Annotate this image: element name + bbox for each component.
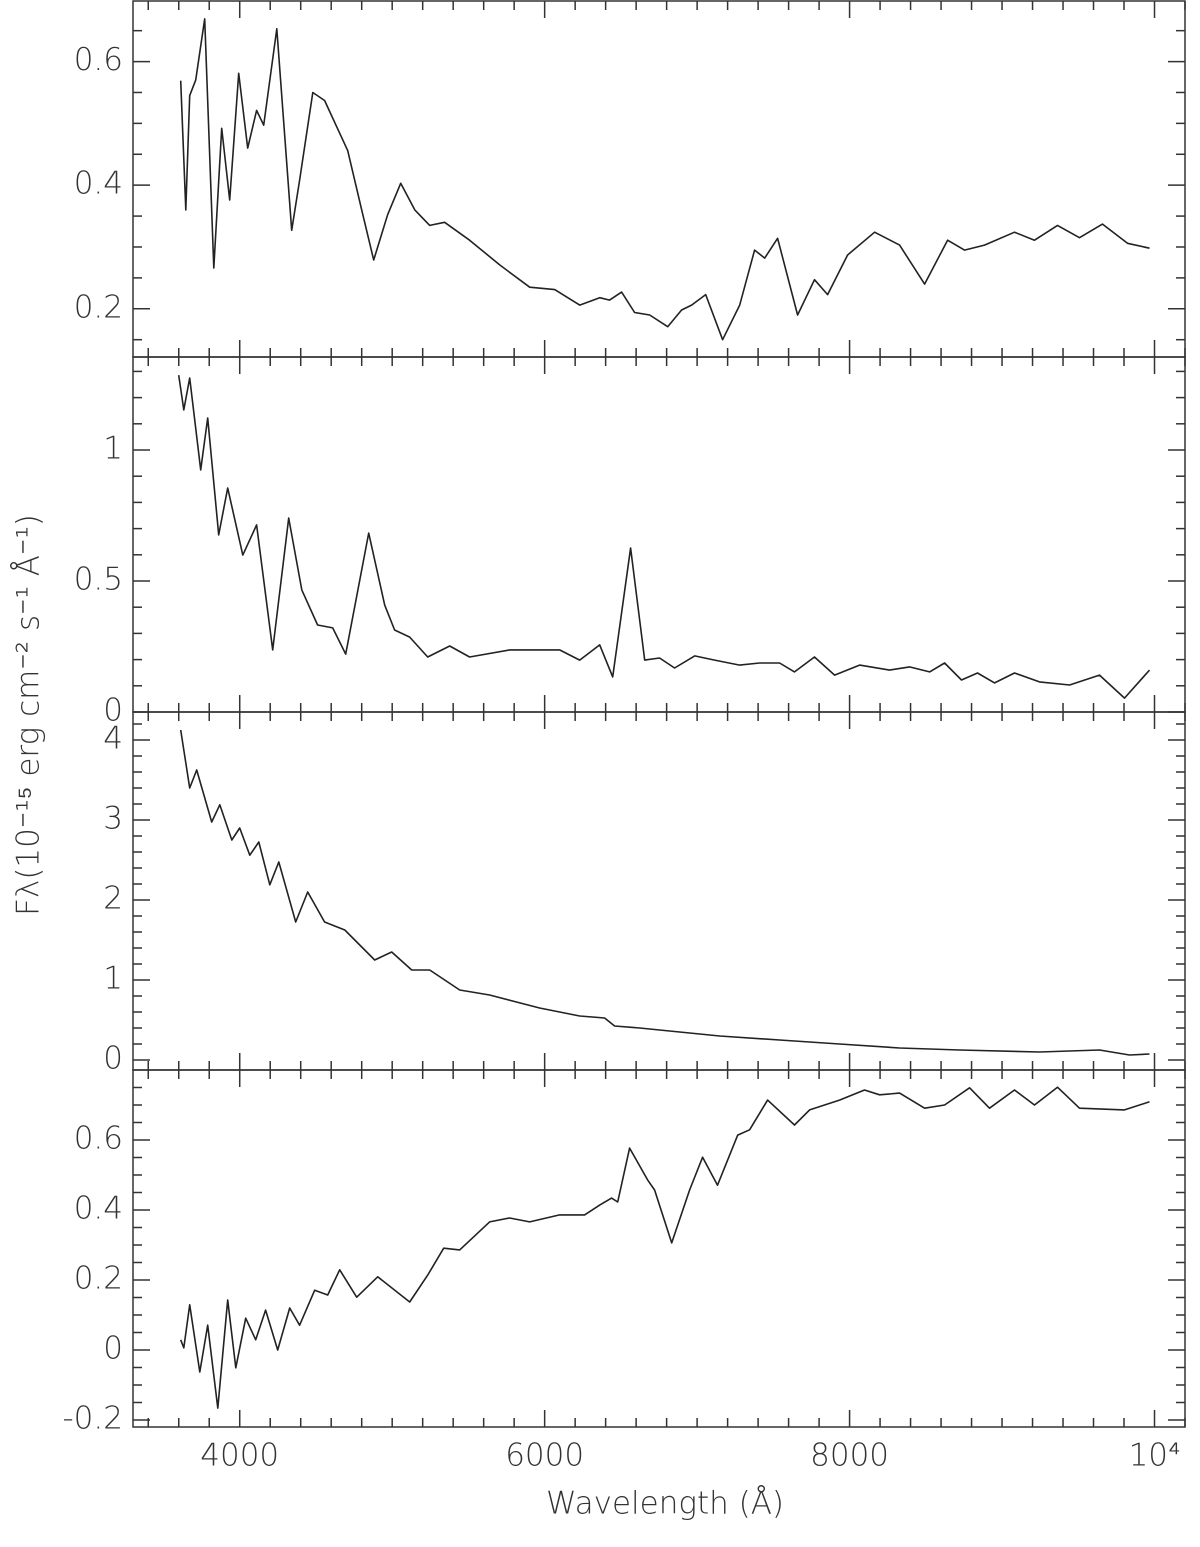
spectrum-line <box>179 729 1150 1056</box>
y-tick-label: 4 <box>103 721 123 757</box>
y-tick-label: 0.2 <box>74 1261 123 1297</box>
y-tick-label: 1 <box>103 961 123 997</box>
y-axis-label: Fλ(10⁻¹⁵ erg cm⁻² s⁻¹ Å⁻¹) <box>10 514 47 916</box>
y-tick-label: 0 <box>103 1041 123 1077</box>
y-tick-label: 0 <box>103 693 123 729</box>
y-tick-label: 2 <box>103 881 123 917</box>
x-tick-label: 6000 <box>505 1438 584 1474</box>
y-tick-label: 0.6 <box>74 42 123 78</box>
y-tick-label: 0.4 <box>74 166 123 202</box>
spectrum-line <box>177 374 1151 699</box>
y-tick-label: 0.4 <box>74 1191 123 1227</box>
x-tick-label: 8000 <box>810 1438 889 1474</box>
y-tick-label: -0.2 <box>63 1401 124 1437</box>
plot-frame <box>132 711 1186 1071</box>
plot-frame <box>132 1069 1186 1428</box>
y-tick-label: 3 <box>103 801 123 837</box>
spectrum-line <box>179 1086 1150 1409</box>
plot-frame <box>132 0 1186 358</box>
y-tick-label: 0.2 <box>74 289 123 325</box>
spectrum-line <box>179 18 1150 341</box>
y-tick-label: 0.6 <box>74 1121 123 1157</box>
y-tick-label: 1 <box>103 431 123 467</box>
x-axis-label: Wavelength (Å) <box>546 1485 784 1522</box>
y-tick-label: 0.5 <box>74 562 123 598</box>
x-tick-label: 10⁴ <box>1129 1438 1181 1474</box>
y-tick-label: 0 <box>103 1331 123 1367</box>
x-tick-label: 4000 <box>200 1438 279 1474</box>
